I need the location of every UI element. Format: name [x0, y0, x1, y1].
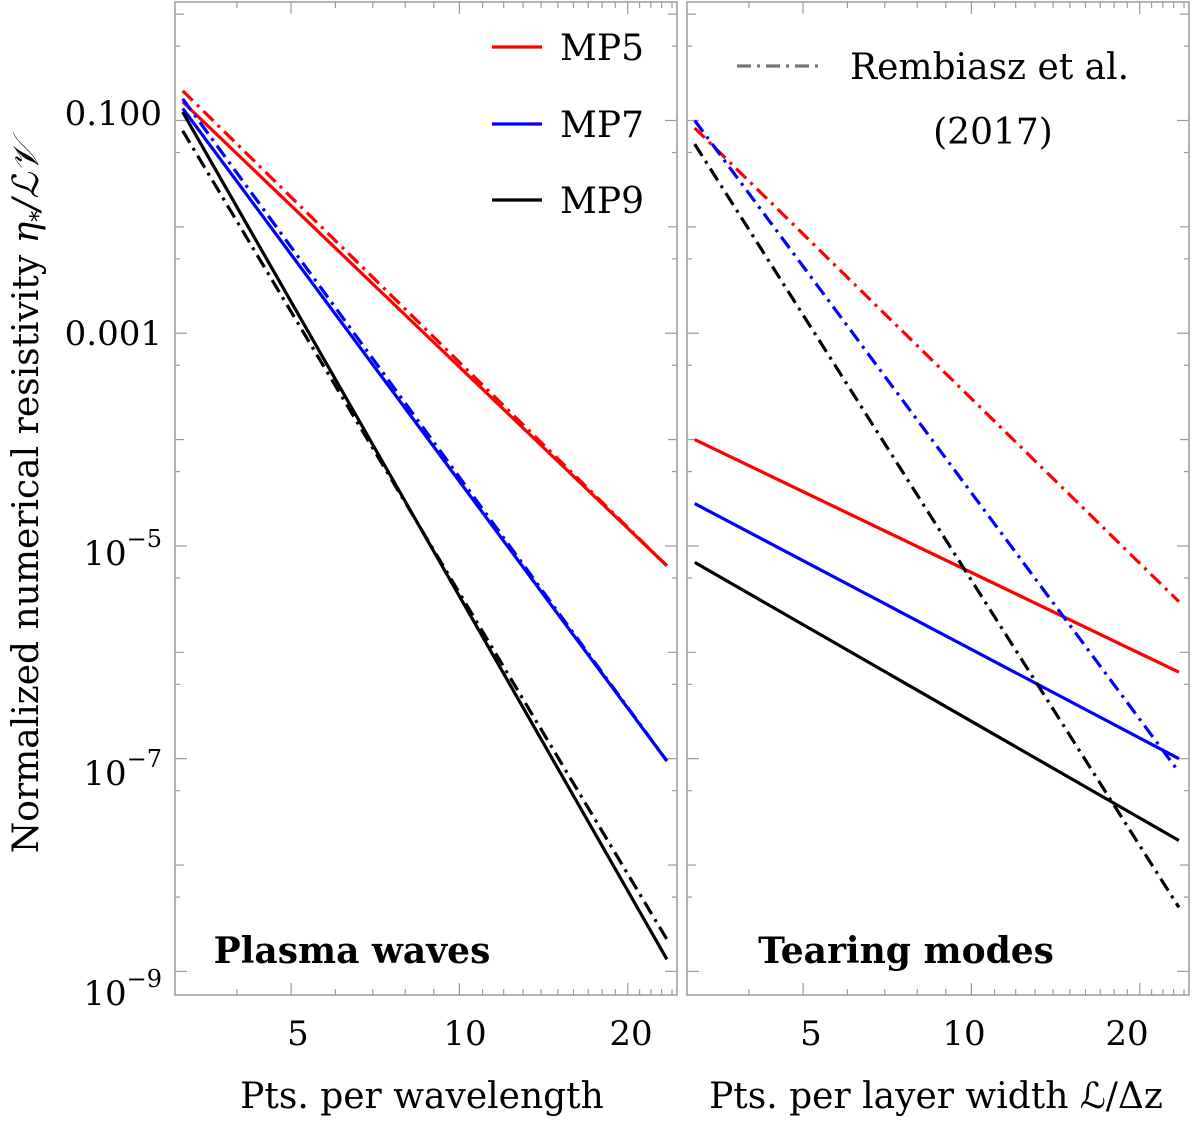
y-tick-label-1e-9-base: 10	[83, 974, 126, 1014]
y-tick-label-1e-5: 10−5	[83, 525, 162, 574]
x-axis-label-right: Pts. per layer width ℒ/Δz	[709, 1076, 1163, 1117]
legend-label-mp9: MP9	[560, 181, 644, 222]
legend-label-rembiasz-line2: (2017)	[933, 112, 1053, 153]
x-axis-label-left: Pts. per wavelength	[240, 1076, 604, 1117]
y-tick-label-0.1: 0.100	[65, 94, 162, 134]
y-tick-label-1e-9: 10−9	[83, 965, 162, 1014]
legend-label-mp7: MP7	[560, 105, 644, 146]
y-axis-label-star: *	[27, 211, 52, 222]
left-panel-series	[181, 89, 669, 961]
right-panel-frame	[686, 1, 1190, 996]
left-series-mp9-dashdot	[181, 129, 669, 941]
right-series-mp7-dashdot	[693, 119, 1181, 773]
x-tick-label-right-10: 10	[942, 1014, 985, 1054]
left-series-mp5-dashdot	[181, 89, 669, 567]
right-series-mp7-solid	[693, 502, 1180, 761]
left-series-mp5-solid	[181, 100, 669, 567]
right-panel-series	[693, 119, 1181, 909]
y-axis-label-ratio: /ℒ𝒱	[6, 132, 47, 214]
right-series-mp5-solid	[694, 438, 1180, 674]
y-tick-label-1e-7-exp: −7	[127, 745, 162, 773]
y-tick-label-1e-5-base: 10	[83, 534, 126, 574]
y-axis-label-text: Normalized numerical resistivity	[6, 243, 47, 853]
x-tick-label-right-20: 20	[1105, 1014, 1148, 1054]
x-tick-label-left-5: 5	[287, 1014, 309, 1054]
y-axis-label: Normalized numerical resistivity η*/ℒ𝒱	[6, 132, 52, 854]
right-series-mp9-dashdot	[693, 143, 1181, 909]
left-panel-frame	[174, 1, 678, 996]
right-series-mp9-solid	[693, 561, 1180, 842]
legend-right: Rembiasz et al. (2017)	[737, 47, 1129, 153]
left-series-mp7-solid	[181, 107, 669, 762]
legend-label-mp5: MP5	[560, 28, 644, 69]
x-tick-label-left-10: 10	[443, 1014, 486, 1054]
panel-title-tearing-modes: Tearing modes	[758, 930, 1054, 972]
x-tick-label-right-5: 5	[800, 1014, 822, 1054]
legend-left: MP5 MP7 MP9	[492, 28, 644, 222]
y-axis-label-eta: η	[6, 221, 47, 243]
left-series-mp7-dashdot	[181, 97, 669, 762]
y-tick-label-1e-7: 10−7	[83, 745, 162, 794]
y-tick-label-0.001: 0.001	[65, 314, 162, 354]
panel-title-plasma-waves: Plasma waves	[214, 930, 491, 972]
y-tick-label-1e-5-exp: −5	[127, 525, 162, 553]
y-tick-label-1e-9-exp: −9	[127, 965, 162, 993]
right-axis-ticks	[687, 2, 1189, 995]
right-series-mp5-dashdot	[693, 126, 1181, 603]
legend-label-rembiasz-line1: Rembiasz et al.	[850, 47, 1129, 88]
x-tick-label-left-20: 20	[609, 1014, 652, 1054]
y-tick-label-1e-7-base: 10	[83, 754, 126, 794]
